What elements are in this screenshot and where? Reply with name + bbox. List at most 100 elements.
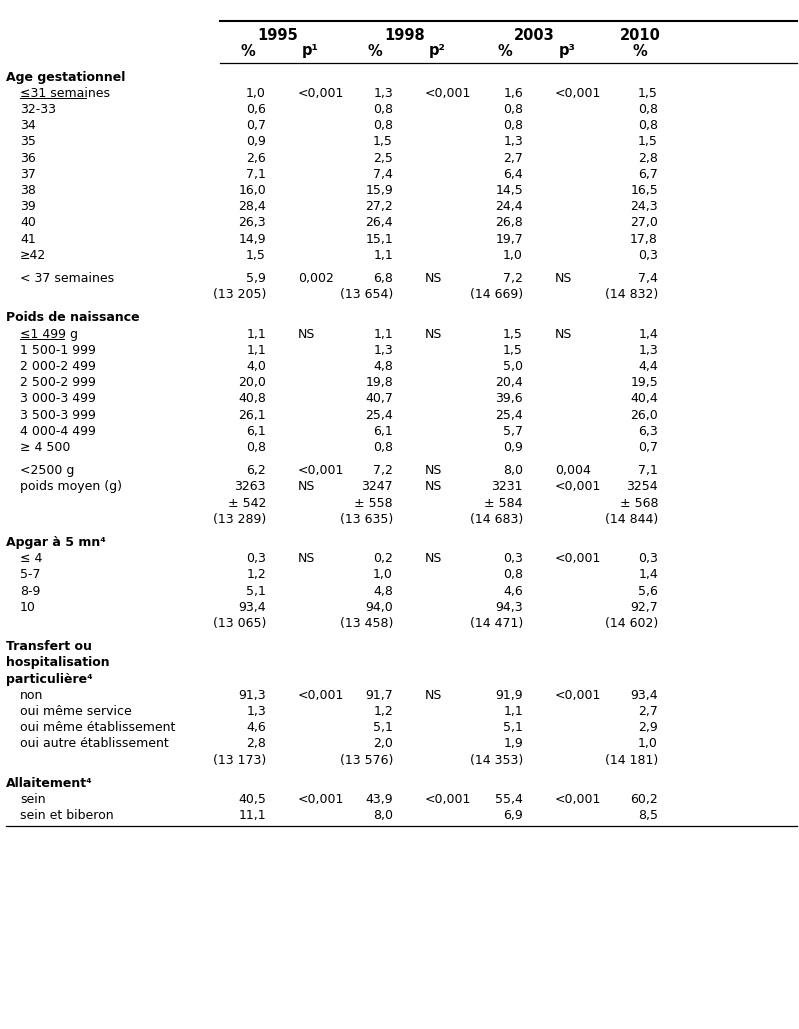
- Text: <0,001: <0,001: [298, 688, 344, 702]
- Text: 40,4: 40,4: [630, 392, 658, 405]
- Text: (14 602): (14 602): [605, 617, 658, 630]
- Text: 60,2: 60,2: [630, 793, 658, 806]
- Text: 0,004: 0,004: [555, 464, 591, 477]
- Text: 40,5: 40,5: [238, 793, 266, 806]
- Text: 3 000-3 499: 3 000-3 499: [20, 392, 96, 405]
- Text: 0,2: 0,2: [373, 553, 393, 565]
- Text: NS: NS: [298, 327, 316, 341]
- Text: 17,8: 17,8: [630, 233, 658, 246]
- Text: 8-9: 8-9: [20, 584, 41, 598]
- Text: 0,8: 0,8: [503, 119, 523, 132]
- Text: 4,8: 4,8: [373, 584, 393, 598]
- Text: <0,001: <0,001: [298, 793, 344, 806]
- Text: 5-7: 5-7: [20, 568, 41, 581]
- Text: 1,0: 1,0: [246, 86, 266, 100]
- Text: 2,8: 2,8: [246, 738, 266, 750]
- Text: 1,3: 1,3: [503, 135, 523, 148]
- Text: 11,1: 11,1: [238, 809, 266, 822]
- Text: ± 558: ± 558: [355, 497, 393, 509]
- Text: 19,5: 19,5: [630, 377, 658, 389]
- Text: 41: 41: [20, 233, 36, 246]
- Text: 0,8: 0,8: [503, 103, 523, 116]
- Text: 1,1: 1,1: [246, 344, 266, 357]
- Text: 3231: 3231: [491, 481, 523, 493]
- Text: (14 181): (14 181): [605, 753, 658, 767]
- Text: oui même service: oui même service: [20, 705, 132, 718]
- Text: poids moyen (g): poids moyen (g): [20, 481, 122, 493]
- Text: 92,7: 92,7: [630, 601, 658, 613]
- Text: 91,7: 91,7: [365, 688, 393, 702]
- Text: 8,0: 8,0: [503, 464, 523, 477]
- Text: 1,5: 1,5: [373, 135, 393, 148]
- Text: 1,5: 1,5: [638, 135, 658, 148]
- Text: NS: NS: [425, 327, 443, 341]
- Text: (13 635): (13 635): [340, 512, 393, 526]
- Text: 94,0: 94,0: [365, 601, 393, 613]
- Text: <0,001: <0,001: [555, 793, 602, 806]
- Text: 26,3: 26,3: [238, 216, 266, 229]
- Text: 40,8: 40,8: [238, 392, 266, 405]
- Text: 7,1: 7,1: [638, 464, 658, 477]
- Text: 6,7: 6,7: [638, 168, 658, 181]
- Text: 1,1: 1,1: [373, 249, 393, 261]
- Text: 36: 36: [20, 151, 36, 165]
- Text: p²: p²: [428, 43, 445, 59]
- Text: p¹: p¹: [301, 43, 319, 59]
- Text: 20,4: 20,4: [495, 377, 523, 389]
- Text: 5,7: 5,7: [503, 425, 523, 437]
- Text: <0,001: <0,001: [555, 481, 602, 493]
- Text: 55,4: 55,4: [495, 793, 523, 806]
- Text: 32-33: 32-33: [20, 103, 56, 116]
- Text: ≥42: ≥42: [20, 249, 46, 261]
- Text: 27,0: 27,0: [630, 216, 658, 229]
- Text: NS: NS: [425, 553, 443, 565]
- Text: (14 353): (14 353): [470, 753, 523, 767]
- Text: 1,0: 1,0: [638, 738, 658, 750]
- Text: 3263: 3263: [234, 481, 266, 493]
- Text: ≤1 499 g: ≤1 499 g: [20, 327, 78, 341]
- Text: NS: NS: [298, 481, 316, 493]
- Text: 40,7: 40,7: [365, 392, 393, 405]
- Text: 0,8: 0,8: [373, 103, 393, 116]
- Text: (13 065): (13 065): [213, 617, 266, 630]
- Text: Allaitement⁴: Allaitement⁴: [6, 777, 93, 789]
- Text: 1,1: 1,1: [503, 705, 523, 718]
- Text: 4,0: 4,0: [246, 360, 266, 372]
- Text: 1,1: 1,1: [373, 327, 393, 341]
- Text: Poids de naissance: Poids de naissance: [6, 312, 140, 324]
- Text: 0,7: 0,7: [246, 119, 266, 132]
- Text: (13 173): (13 173): [213, 753, 266, 767]
- Text: 0,8: 0,8: [246, 440, 266, 454]
- Text: 1,9: 1,9: [503, 738, 523, 750]
- Text: (13 576): (13 576): [340, 753, 393, 767]
- Text: 5,9: 5,9: [246, 272, 266, 285]
- Text: 2,7: 2,7: [638, 705, 658, 718]
- Text: 6,8: 6,8: [373, 272, 393, 285]
- Text: 1,2: 1,2: [246, 568, 266, 581]
- Text: 19,7: 19,7: [495, 233, 523, 246]
- Text: 0,8: 0,8: [638, 103, 658, 116]
- Text: 2,5: 2,5: [373, 151, 393, 165]
- Text: <0,001: <0,001: [555, 86, 602, 100]
- Text: 3254: 3254: [626, 481, 658, 493]
- Text: %: %: [368, 43, 383, 59]
- Text: 0,6: 0,6: [246, 103, 266, 116]
- Text: 5,0: 5,0: [503, 360, 523, 372]
- Text: NS: NS: [555, 327, 572, 341]
- Text: ≤31 semaines: ≤31 semaines: [20, 86, 110, 100]
- Text: 19,8: 19,8: [365, 377, 393, 389]
- Text: %: %: [240, 43, 256, 59]
- Text: <0,001: <0,001: [555, 688, 602, 702]
- Text: 1,4: 1,4: [638, 327, 658, 341]
- Text: 6,4: 6,4: [503, 168, 523, 181]
- Text: 2 000-2 499: 2 000-2 499: [20, 360, 96, 372]
- Text: 4,6: 4,6: [503, 584, 523, 598]
- Text: 1995: 1995: [257, 28, 298, 42]
- Text: Transfert ou: Transfert ou: [6, 640, 92, 653]
- Text: 4 000-4 499: 4 000-4 499: [20, 425, 96, 437]
- Text: sein et biberon: sein et biberon: [20, 809, 113, 822]
- Text: 94,3: 94,3: [495, 601, 523, 613]
- Text: (14 832): (14 832): [605, 288, 658, 301]
- Text: ± 542: ± 542: [228, 497, 266, 509]
- Text: 1998: 1998: [384, 28, 425, 42]
